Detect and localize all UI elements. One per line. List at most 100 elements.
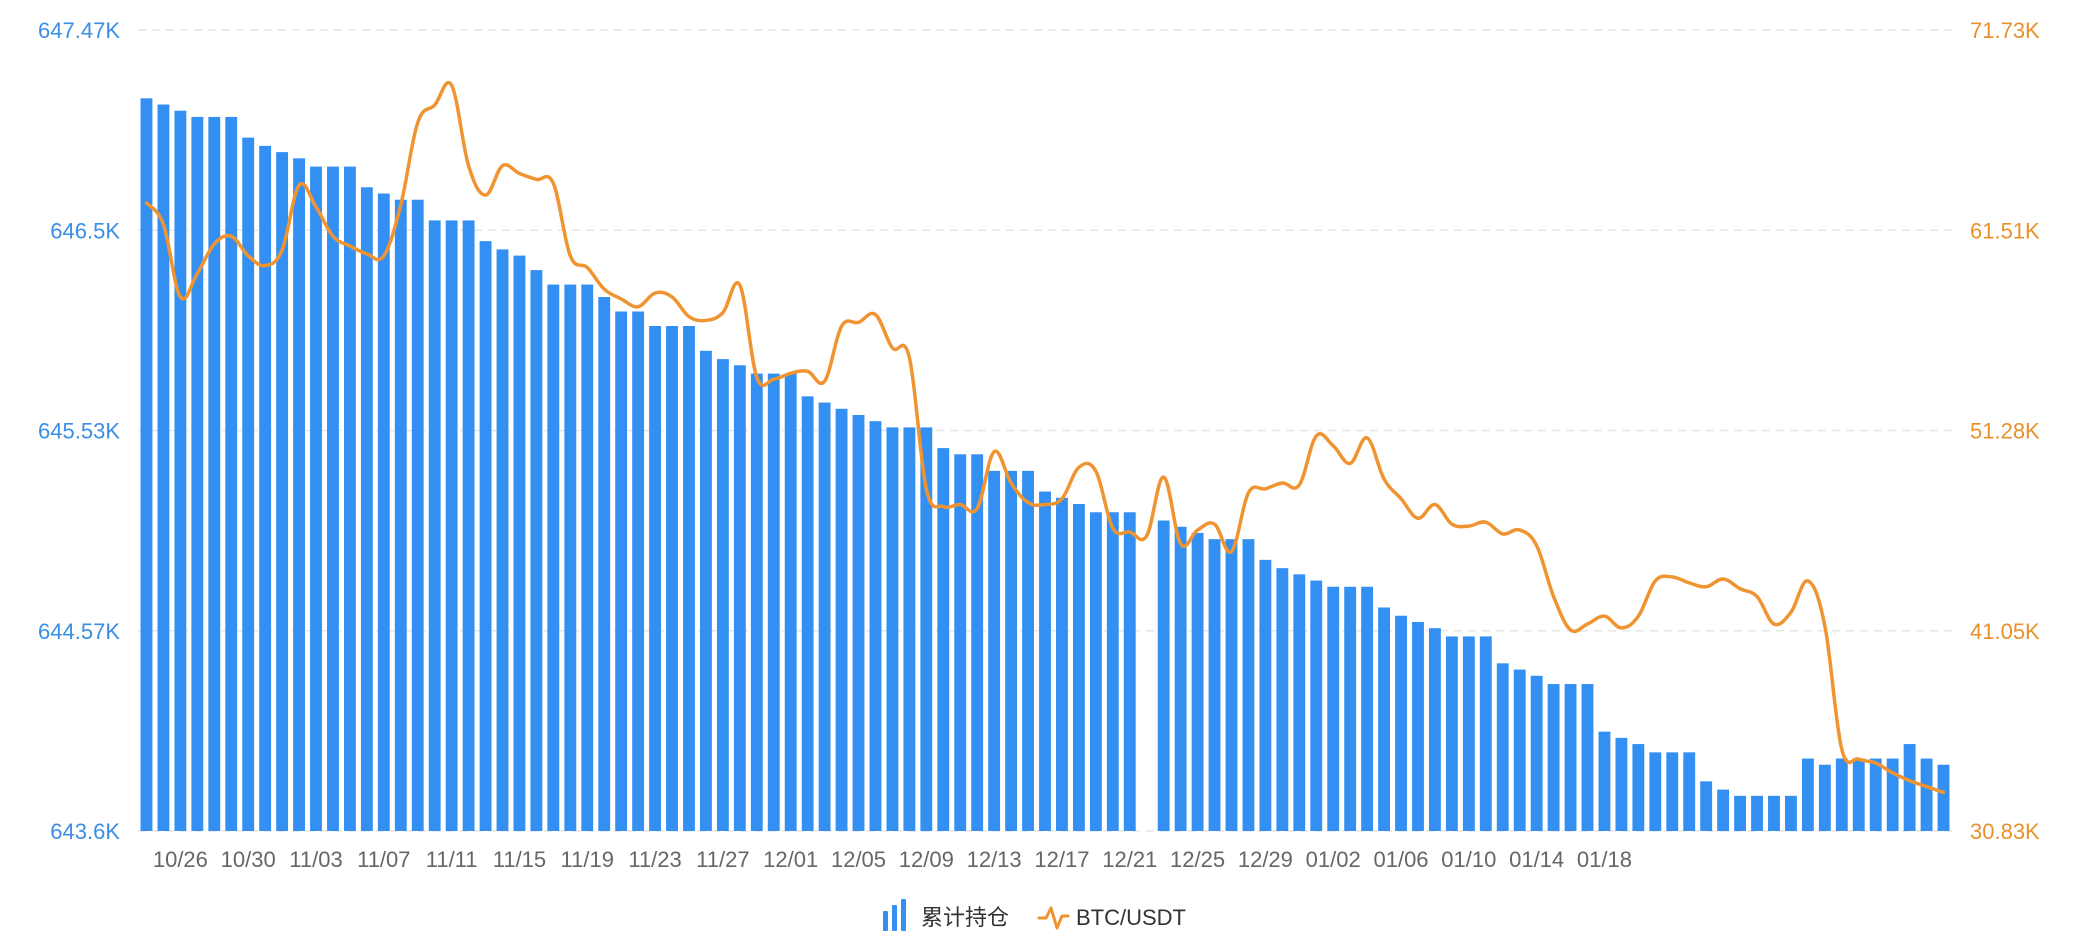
right-tick-label: 41.05K bbox=[1970, 619, 2040, 644]
x-tick-label: 01/18 bbox=[1577, 847, 1632, 872]
bar bbox=[1259, 559, 1272, 831]
bar bbox=[1479, 636, 1492, 831]
bar bbox=[1072, 503, 1085, 831]
bar bbox=[1801, 758, 1814, 831]
bar bbox=[1649, 752, 1662, 831]
bar bbox=[750, 373, 763, 831]
bar bbox=[411, 199, 424, 832]
right-tick-label: 51.28K bbox=[1970, 419, 2040, 444]
bar bbox=[1903, 744, 1916, 831]
bar bbox=[1785, 795, 1797, 831]
bar bbox=[276, 152, 289, 831]
bar bbox=[767, 373, 780, 831]
bar bbox=[157, 104, 170, 831]
legend-label-bar: 累计持仓 bbox=[921, 905, 1009, 930]
left-tick-label: 647.47K bbox=[38, 18, 120, 43]
bar bbox=[1530, 675, 1543, 831]
bar bbox=[1768, 795, 1780, 831]
legend-item-line[interactable]: BTC/USDT bbox=[1037, 905, 1186, 930]
bar bbox=[513, 255, 526, 832]
x-tick-label: 12/05 bbox=[831, 847, 886, 872]
bar bbox=[649, 325, 662, 831]
bar bbox=[343, 166, 356, 832]
bar bbox=[1225, 539, 1238, 831]
x-tick-label: 11/07 bbox=[357, 847, 410, 872]
bar bbox=[1683, 752, 1696, 831]
bar bbox=[174, 110, 187, 832]
x-tick-label: 12/17 bbox=[1034, 847, 1089, 872]
right-tick-label: 71.73K bbox=[1970, 18, 2040, 43]
bar bbox=[1445, 636, 1458, 831]
bar bbox=[954, 454, 967, 831]
bar bbox=[784, 373, 797, 831]
bar bbox=[1920, 758, 1933, 831]
bar bbox=[666, 325, 678, 831]
bar bbox=[716, 359, 729, 831]
bar bbox=[259, 145, 272, 831]
bar bbox=[242, 137, 255, 831]
bar bbox=[1242, 539, 1255, 831]
bar bbox=[327, 166, 339, 832]
x-tick-label: 12/25 bbox=[1170, 847, 1225, 872]
line-series-icon bbox=[1037, 906, 1070, 930]
bar-series-icon-mid bbox=[892, 905, 897, 931]
right-tick-label: 30.83K bbox=[1970, 819, 2040, 844]
x-tick-label: 11/03 bbox=[289, 847, 342, 872]
legend[interactable]: 累计持仓 BTC/USDT bbox=[883, 899, 1186, 931]
bar bbox=[140, 98, 153, 832]
bar bbox=[920, 427, 933, 831]
bar bbox=[547, 284, 560, 832]
bar bbox=[801, 396, 814, 831]
x-tick-label: 01/10 bbox=[1441, 847, 1496, 872]
bar bbox=[1344, 586, 1357, 831]
bar bbox=[733, 365, 746, 831]
bar bbox=[1632, 744, 1645, 831]
line-series bbox=[144, 81, 1946, 795]
bar bbox=[1208, 539, 1221, 831]
x-tick-label: 11/27 bbox=[696, 847, 749, 872]
bar bbox=[564, 284, 577, 832]
right-tick-label: 61.51K bbox=[1970, 218, 2040, 243]
bar bbox=[1666, 752, 1679, 831]
bar bbox=[1174, 526, 1187, 831]
left-axis: 643.6K 644.57K 645.53K 646.5K 647.47K bbox=[38, 18, 120, 844]
bar bbox=[886, 427, 899, 831]
x-tick-label: 01/14 bbox=[1509, 847, 1564, 872]
bar bbox=[1089, 512, 1102, 831]
x-tick-label: 12/01 bbox=[763, 847, 818, 872]
bar bbox=[1615, 737, 1628, 831]
bar bbox=[1293, 574, 1306, 831]
x-tick-label: 01/06 bbox=[1373, 847, 1428, 872]
bar bbox=[1428, 628, 1441, 831]
legend-label-line: BTC/USDT bbox=[1076, 905, 1186, 930]
bar bbox=[988, 470, 1001, 831]
left-tick-label: 643.6K bbox=[50, 819, 120, 844]
bar bbox=[1496, 663, 1509, 831]
bar-series-icon-tall bbox=[901, 899, 906, 931]
bar bbox=[971, 454, 984, 831]
bar bbox=[445, 220, 458, 832]
bar bbox=[191, 116, 204, 832]
legend-item-bar[interactable]: 累计持仓 bbox=[883, 899, 1009, 931]
bar bbox=[1191, 532, 1204, 831]
bar bbox=[225, 116, 238, 832]
bar bbox=[462, 220, 475, 832]
bar bbox=[1513, 669, 1526, 831]
x-tick-label: 01/02 bbox=[1306, 847, 1361, 872]
x-tick-label: 11/19 bbox=[561, 847, 614, 872]
left-tick-label: 646.5K bbox=[50, 218, 120, 243]
bar bbox=[1395, 615, 1407, 831]
bar bbox=[1462, 636, 1475, 831]
bar bbox=[1734, 795, 1747, 831]
bar bbox=[869, 421, 882, 831]
bar bbox=[835, 408, 848, 831]
bar bbox=[1056, 497, 1068, 831]
bar bbox=[1157, 520, 1170, 831]
bar bbox=[903, 427, 916, 831]
bar bbox=[683, 325, 695, 831]
bar bbox=[310, 166, 322, 832]
bar bbox=[1937, 764, 1950, 831]
x-tick-label: 12/13 bbox=[967, 847, 1022, 872]
